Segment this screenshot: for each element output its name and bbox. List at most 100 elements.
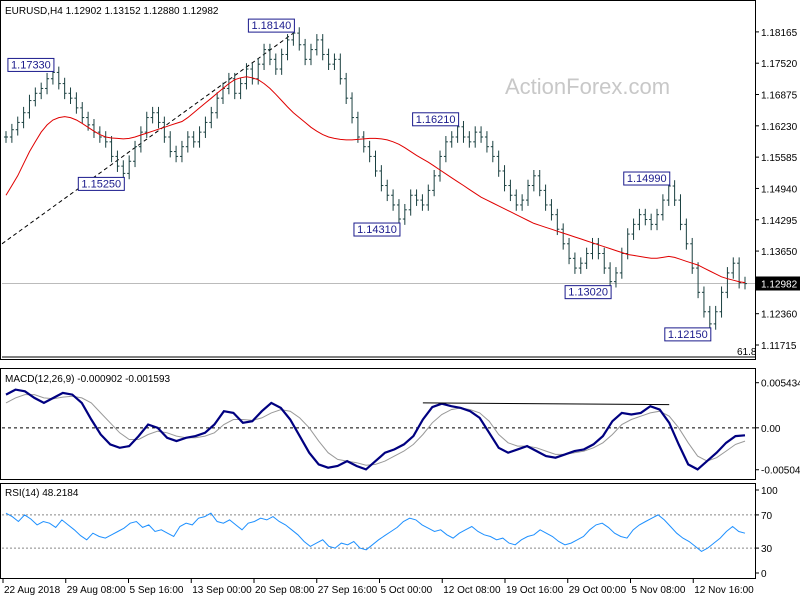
price-bar — [314, 34, 319, 56]
price-bar — [45, 72, 50, 95]
macd-main-line — [5, 388, 746, 471]
price-callout-box — [412, 112, 460, 127]
price-bar — [297, 27, 302, 51]
price-bar — [133, 140, 138, 168]
price-axis-label: 1.13650 — [761, 247, 798, 258]
price-bar — [9, 123, 14, 143]
price-bar — [631, 218, 636, 240]
price-bar — [344, 72, 349, 104]
price-bar — [743, 276, 747, 290]
price-bar — [162, 116, 167, 143]
rsi-axis-label: 70 — [761, 511, 773, 522]
watermark: ActionForex.com — [505, 74, 670, 99]
price-bar — [332, 53, 337, 70]
price-bar — [737, 257, 742, 289]
time-axis-label: 5 Nov 08:00 — [632, 585, 686, 596]
price-bar — [396, 199, 401, 225]
time-axis-label: 29 Oct 00:00 — [569, 585, 627, 596]
price-bar — [355, 111, 360, 143]
price-callout: 1.15250 — [77, 176, 125, 191]
price-bar — [525, 179, 530, 206]
price-bar — [308, 43, 313, 66]
price-bar — [361, 131, 366, 153]
price-axis-label: 1.16230 — [761, 122, 798, 133]
price-bar — [33, 87, 38, 107]
time-axis-label: 29 Aug 08:00 — [67, 585, 126, 596]
price-callout-box — [7, 57, 55, 72]
price-bar — [701, 286, 706, 318]
macd-panel-frame — [0, 368, 756, 480]
price-callout: 1.17330 — [7, 57, 55, 72]
time-axis-label: 22 Aug 2018 — [4, 585, 61, 596]
price-bar — [185, 131, 190, 153]
time-axis-label: 20 Sep 08:00 — [255, 585, 315, 596]
time-axis-label: 27 Sep 16:00 — [318, 585, 378, 596]
price-bar — [543, 184, 548, 211]
price-bar — [414, 189, 419, 206]
price-bar — [649, 213, 654, 231]
price-bar — [484, 131, 489, 153]
price-bar — [62, 77, 67, 100]
price-bar — [68, 87, 73, 104]
time-axis-label: 12 Nov 16:00 — [694, 585, 754, 596]
price-axis-label: 1.15585 — [761, 153, 798, 164]
price-bar — [514, 189, 519, 211]
fib-label: 61.8 — [737, 347, 757, 358]
price-callout: 1.18140 — [247, 18, 295, 33]
price-axis-label: 1.14940 — [761, 184, 798, 195]
price-bar — [467, 131, 472, 148]
price-callout: 1.14310 — [353, 222, 401, 237]
axis-labels-group: 1.18165 1.17520 1.16875 1.16230 1.15585 1.149… — [2, 28, 800, 596]
price-bar — [637, 208, 642, 231]
price-bar — [578, 257, 583, 274]
price-bar — [267, 43, 272, 66]
price-bar — [537, 170, 542, 197]
price-bar — [731, 257, 736, 279]
rsi-axis-label: 0 — [761, 569, 767, 580]
price-bar — [191, 131, 196, 148]
time-axis-label: 5 Oct 00:00 — [381, 585, 433, 596]
price-callout-box — [623, 171, 671, 186]
price-series-group: 1.17330 1.18140 1.15250 1.14310 1.16210 1.130… — [1, 18, 757, 358]
price-bar — [273, 53, 278, 75]
price-bar — [279, 48, 284, 75]
price-bar — [707, 305, 712, 330]
price-bar — [74, 92, 79, 114]
price-bar — [27, 94, 32, 119]
price-bar — [473, 126, 478, 148]
rsi-axis-label: 30 — [761, 544, 773, 555]
time-axis-label: 13 Sep 00:00 — [192, 585, 252, 596]
price-bar — [121, 160, 126, 180]
price-bar — [39, 82, 44, 100]
price-bar — [56, 66, 61, 90]
price-bar — [672, 180, 677, 206]
price-callout-box — [564, 285, 612, 300]
macd-panel-title: MACD(12,26,9) -0.000902 -0.001593 — [5, 374, 171, 385]
price-callout-label: 1.14990 — [627, 173, 667, 185]
price-bar — [221, 82, 226, 104]
price-bar — [80, 102, 85, 124]
price-bar — [385, 179, 390, 202]
time-axis-label: 5 Sep 16:00 — [130, 585, 184, 596]
time-axis-label: 19 Oct 16:00 — [506, 585, 564, 596]
price-bar — [432, 170, 437, 197]
macd-signal-line — [5, 394, 746, 466]
price-bar — [426, 184, 431, 211]
price-bar — [209, 106, 214, 129]
rsi-panel-title: RSI(14) 48.2184 — [5, 488, 79, 499]
price-bar — [168, 131, 173, 158]
current-price-label: 1.12982 — [761, 279, 798, 290]
price-bar — [713, 305, 718, 330]
price-bar — [684, 218, 689, 250]
price-axis-label: 1.18165 — [761, 28, 798, 39]
price-callout-label: 1.17330 — [11, 59, 51, 71]
price-bar — [150, 106, 155, 124]
price-bar — [561, 223, 566, 250]
price-bar — [203, 116, 208, 138]
price-bar — [138, 126, 143, 153]
price-bar — [250, 63, 255, 85]
price-callout-box — [77, 176, 125, 191]
time-axis-label: 12 Oct 08:00 — [443, 585, 501, 596]
price-bar — [262, 43, 267, 70]
